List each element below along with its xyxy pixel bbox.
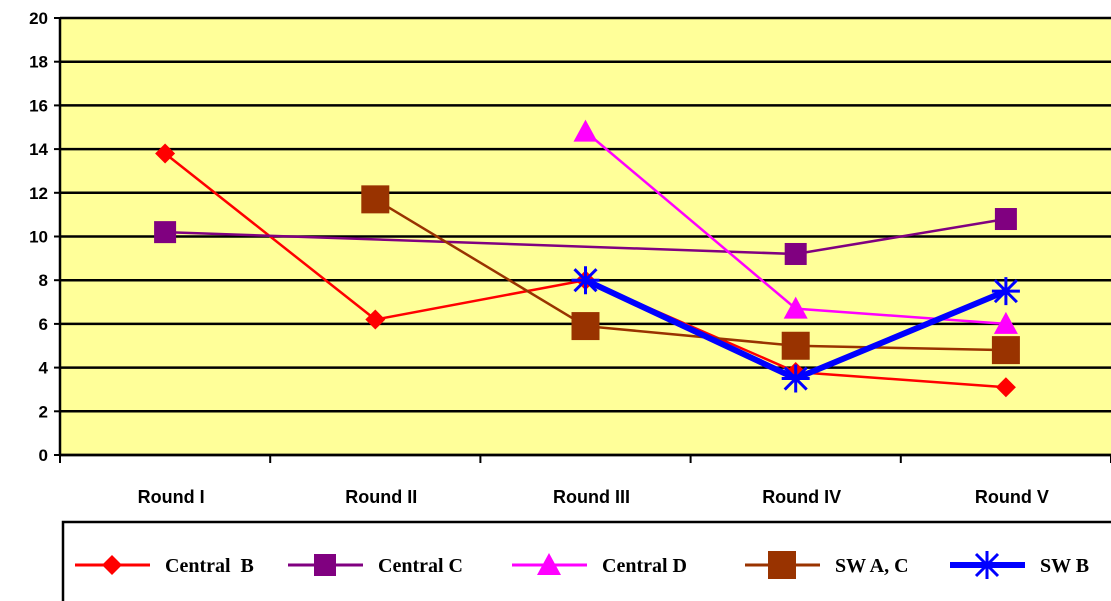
data-point-diamond — [995, 377, 1016, 398]
y-tick-label: 10 — [29, 228, 48, 247]
legend: Central B Central C Central D SW A, C SW B — [61, 520, 1111, 601]
legend-label: SW B — [1040, 555, 1089, 577]
y-tick-label: 8 — [39, 271, 48, 290]
y-tick-label: 6 — [39, 315, 48, 334]
y-tick-label: 0 — [39, 446, 48, 465]
y-tick-label: 4 — [39, 359, 49, 378]
data-point-diamond — [365, 309, 386, 330]
legend-label: SW A, C — [835, 555, 909, 577]
data-point-triangle — [783, 296, 808, 319]
y-tick-label: 16 — [29, 96, 48, 115]
x-category-label: Round IV — [762, 487, 841, 507]
legend-box — [61, 520, 1111, 601]
data-point-square — [784, 242, 807, 265]
data-point-asterisk — [571, 266, 600, 295]
series-1 — [154, 208, 1017, 265]
series-group — [154, 119, 1020, 398]
x-category-label: Round II — [345, 487, 417, 507]
legend-label: Central B — [165, 555, 254, 577]
series-line — [374, 198, 1006, 352]
legend-label: Central D — [602, 555, 687, 577]
data-point-triangle — [993, 311, 1018, 334]
data-point-triangle — [537, 553, 561, 575]
data-point-square — [314, 554, 336, 576]
x-category-label: Round III — [553, 487, 630, 507]
data-point-square — [768, 551, 796, 579]
data-point-square — [781, 331, 810, 360]
series-4 — [571, 266, 1020, 393]
data-point-asterisk — [973, 551, 1001, 579]
y-tick-label: 18 — [29, 53, 48, 72]
data-point-asterisk — [991, 277, 1020, 306]
x-category-label: Round I — [138, 487, 205, 507]
data-point-diamond — [155, 143, 176, 164]
data-point-triangle — [573, 119, 598, 142]
y-tick-label: 12 — [29, 184, 48, 203]
legend-label: Central C — [378, 555, 463, 577]
y-tick-label: 14 — [29, 140, 48, 159]
x-category-label: Round V — [975, 487, 1049, 507]
data-point-square — [571, 312, 600, 341]
y-tick-label: 2 — [39, 402, 48, 421]
y-axis-ticks: 0 2 4 6 8 10 12 14 16 18 20 — [29, 9, 60, 465]
data-point-square — [991, 336, 1020, 365]
series-3 — [361, 185, 1020, 365]
data-point-diamond — [102, 555, 122, 575]
y-tick-label: 20 — [29, 9, 48, 28]
data-point-square — [361, 185, 390, 214]
gridlines — [58, 16, 1111, 457]
x-axis: Round I Round II Round III Round IV Round V — [59, 453, 1111, 507]
data-point-square — [154, 221, 177, 244]
data-point-asterisk — [781, 364, 810, 393]
data-point-square — [994, 208, 1017, 231]
